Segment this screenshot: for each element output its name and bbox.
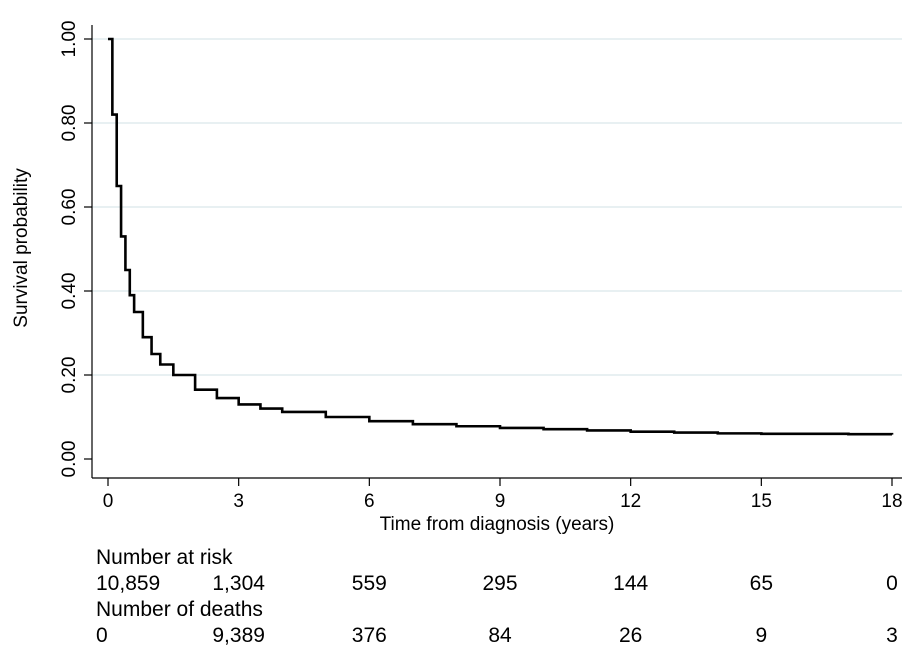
at-risk-row: 10,859 1,304 559 295 144 65 0 bbox=[96, 572, 898, 595]
x-axis-ticks: 0 3 6 9 12 15 18 bbox=[103, 478, 903, 512]
deaths-value: 3 bbox=[886, 624, 898, 646]
at-risk-value: 10,859 bbox=[96, 572, 160, 595]
deaths-value: 9,389 bbox=[212, 624, 265, 646]
y-tick-label: 1.00 bbox=[59, 21, 80, 58]
at-risk-value: 295 bbox=[482, 572, 517, 595]
deaths-value: 26 bbox=[619, 624, 642, 646]
risk-table-title: Number at risk bbox=[96, 546, 233, 569]
y-axis-ticks: 0.00 0.20 0.40 0.60 0.80 1.00 bbox=[59, 21, 92, 478]
at-risk-value: 65 bbox=[750, 572, 773, 595]
y-tick-label: 0.20 bbox=[59, 357, 80, 394]
deaths-value: 0 bbox=[96, 624, 108, 646]
at-risk-value: 559 bbox=[352, 572, 387, 595]
at-risk-value: 144 bbox=[613, 572, 648, 595]
survival-curve-line bbox=[108, 37, 894, 436]
gridlines bbox=[92, 38, 902, 376]
deaths-value: 9 bbox=[755, 624, 767, 646]
x-tick-label: 18 bbox=[881, 491, 902, 512]
deaths-row: 0 9,389 376 84 26 9 3 bbox=[96, 624, 898, 646]
x-tick-label: 6 bbox=[364, 491, 375, 512]
deaths-table-title: Number of deaths bbox=[96, 598, 263, 621]
deaths-value: 84 bbox=[488, 624, 512, 646]
x-tick-label: 0 bbox=[103, 491, 114, 512]
at-risk-value: 0 bbox=[886, 572, 898, 595]
x-tick-label: 3 bbox=[233, 491, 244, 512]
x-tick-label: 15 bbox=[751, 491, 772, 512]
y-tick-label: 0.40 bbox=[59, 273, 80, 310]
deaths-value: 376 bbox=[352, 624, 387, 646]
y-tick-label: 0.80 bbox=[59, 105, 80, 142]
x-axis-title: Time from diagnosis (years) bbox=[380, 514, 615, 535]
x-tick-label: 9 bbox=[495, 491, 506, 512]
y-axis-title: Survival probability bbox=[11, 168, 32, 328]
x-tick-label: 12 bbox=[620, 491, 641, 512]
y-tick-label: 0.00 bbox=[59, 441, 80, 478]
at-risk-value: 1,304 bbox=[212, 572, 265, 595]
y-tick-label: 0.60 bbox=[59, 189, 80, 226]
